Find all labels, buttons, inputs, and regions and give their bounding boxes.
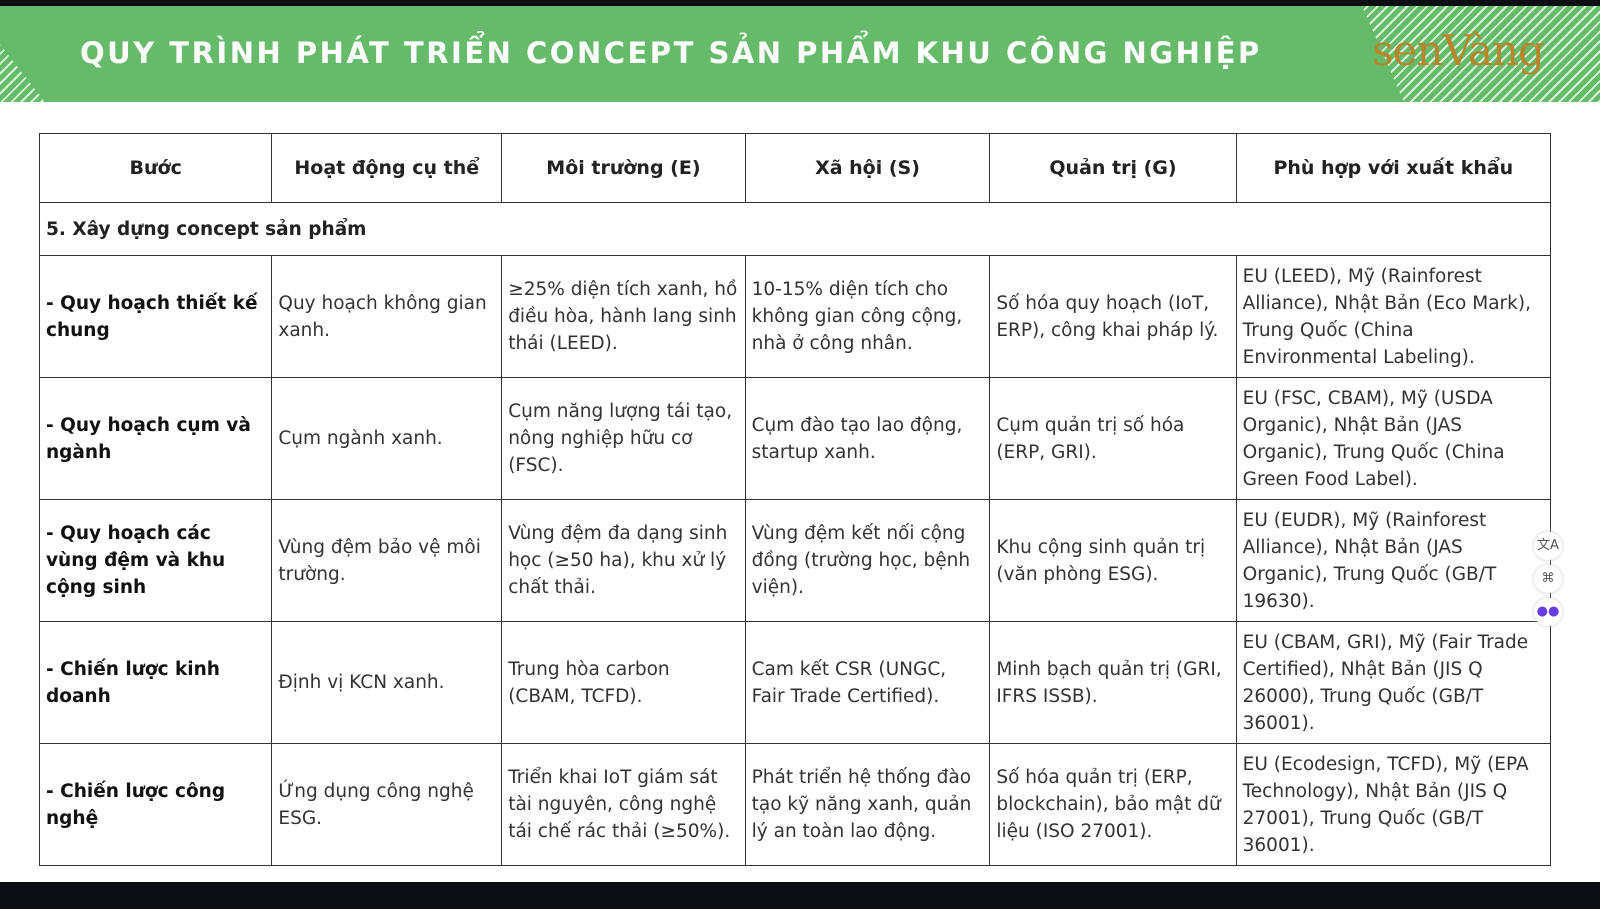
table-cell: Cụm ngành xanh. [271, 377, 503, 500]
table-cell: Vùng đệm bảo vệ môi trường. [271, 499, 503, 622]
page-title: QUY TRÌNH PHÁT TRIỂN CONCEPT SẢN PHẨM KH… [80, 36, 1262, 70]
bottom-bar [0, 882, 1600, 909]
stripe-decoration [0, 44, 45, 102]
concept-table: Bước Hoạt động cụ thể Môi trường (E) Xã hội… [38, 133, 1552, 866]
table-cell: 10-15% diện tích cho không gian công cộn… [744, 255, 991, 378]
table-cell: Ứng dụng công nghệ ESG. [271, 743, 503, 866]
section-title: 5. Xây dựng concept sản phẩm [39, 202, 1551, 256]
column-header: Hoạt động cụ thể [271, 133, 503, 203]
table-row: - Chiến lược kinh doanh Định vị KCN xanh.… [38, 621, 1552, 744]
column-header: Quản trị (G) [989, 133, 1237, 203]
table-cell: Vùng đệm kết nối cộng đồng (trường học, … [744, 499, 991, 622]
table-cell: ≥25% diện tích xanh, hồ điều hòa, hành l… [501, 255, 746, 378]
column-header: Xã hội (S) [744, 133, 991, 203]
table-row: - Quy hoạch các vùng đệm và khu cộng sin… [38, 499, 1552, 622]
table-cell: Cụm đào tạo lao động, startup xanh. [744, 377, 991, 500]
top-bar [0, 0, 1600, 6]
table-cell: EU (LEED), Mỹ (Rainforest Alliance), Nhậ… [1235, 255, 1552, 378]
table-cell: Minh bạch quản trị (GRI, IFRS ISSB). [989, 621, 1237, 744]
translate-icon[interactable]: 文A [1534, 532, 1562, 560]
table-cell: Phát triển hệ thống đào tạo kỹ năng xanh… [744, 743, 991, 866]
logo: senVàng [1372, 26, 1545, 75]
table-row: - Quy hoạch cụm và ngành Cụm ngành xanh. C… [38, 377, 1552, 500]
table-cell: Số hóa quy hoạch (IoT, ERP), công khai p… [989, 255, 1237, 378]
column-header: Phù hợp với xuất khẩu [1235, 133, 1552, 203]
table-row: - Quy hoạch thiết kế chung Quy hoạch khôn… [38, 255, 1552, 378]
table-row: - Chiến lược công nghệ Ứng dụng công nghệ… [38, 743, 1552, 866]
assistant-icon[interactable]: ●● [1534, 598, 1562, 626]
step-cell: - Chiến lược kinh doanh [38, 621, 273, 744]
table-cell: EU (CBAM, GRI), Mỹ (Fair Trade Certified… [1235, 621, 1552, 744]
table-cell: Trung hòa carbon (CBAM, TCFD). [501, 621, 746, 744]
stripe-decoration [1362, 6, 1600, 102]
step-cell: - Quy hoạch cụm và ngành [38, 377, 273, 500]
table-cell: Quy hoạch không gian xanh. [271, 255, 503, 378]
table-cell: EU (EUDR), Mỹ (Rainforest Alliance), Nhậ… [1235, 499, 1552, 622]
step-cell: - Quy hoạch các vùng đệm và khu cộng sin… [38, 499, 273, 622]
table-cell: Định vị KCN xanh. [271, 621, 503, 744]
apps-icon[interactable]: ⌘ [1534, 565, 1562, 593]
table-cell: EU (FSC, CBAM), Mỹ (USDA Organic), Nhật … [1235, 377, 1552, 500]
table-cell: EU (Ecodesign, TCFD), Mỹ (EPA Technology… [1235, 743, 1552, 866]
table-cell: Cụm năng lượng tái tạo, nông nghiệp hữu … [501, 377, 746, 500]
table-cell: Khu cộng sinh quản trị (văn phòng ESG). [989, 499, 1237, 622]
table-cell: Triển khai IoT giám sát tài nguyên, công… [501, 743, 746, 866]
table-cell: Cam kết CSR (UNGC, Fair Trade Certified)… [744, 621, 991, 744]
step-cell: - Quy hoạch thiết kế chung [38, 255, 273, 378]
step-cell: - Chiến lược công nghệ [38, 743, 273, 866]
column-header: Môi trường (E) [501, 133, 746, 203]
table-cell: Cụm quản trị số hóa (ERP, GRI). [989, 377, 1237, 500]
table-cell: Số hóa quản trị (ERP, blockchain), bảo m… [989, 743, 1237, 866]
column-header: Bước [38, 133, 273, 203]
table-cell: Vùng đệm đa dạng sinh học (≥50 ha), khu … [501, 499, 746, 622]
header-banner: QUY TRÌNH PHÁT TRIỂN CONCEPT SẢN PHẨM KH… [0, 6, 1600, 102]
